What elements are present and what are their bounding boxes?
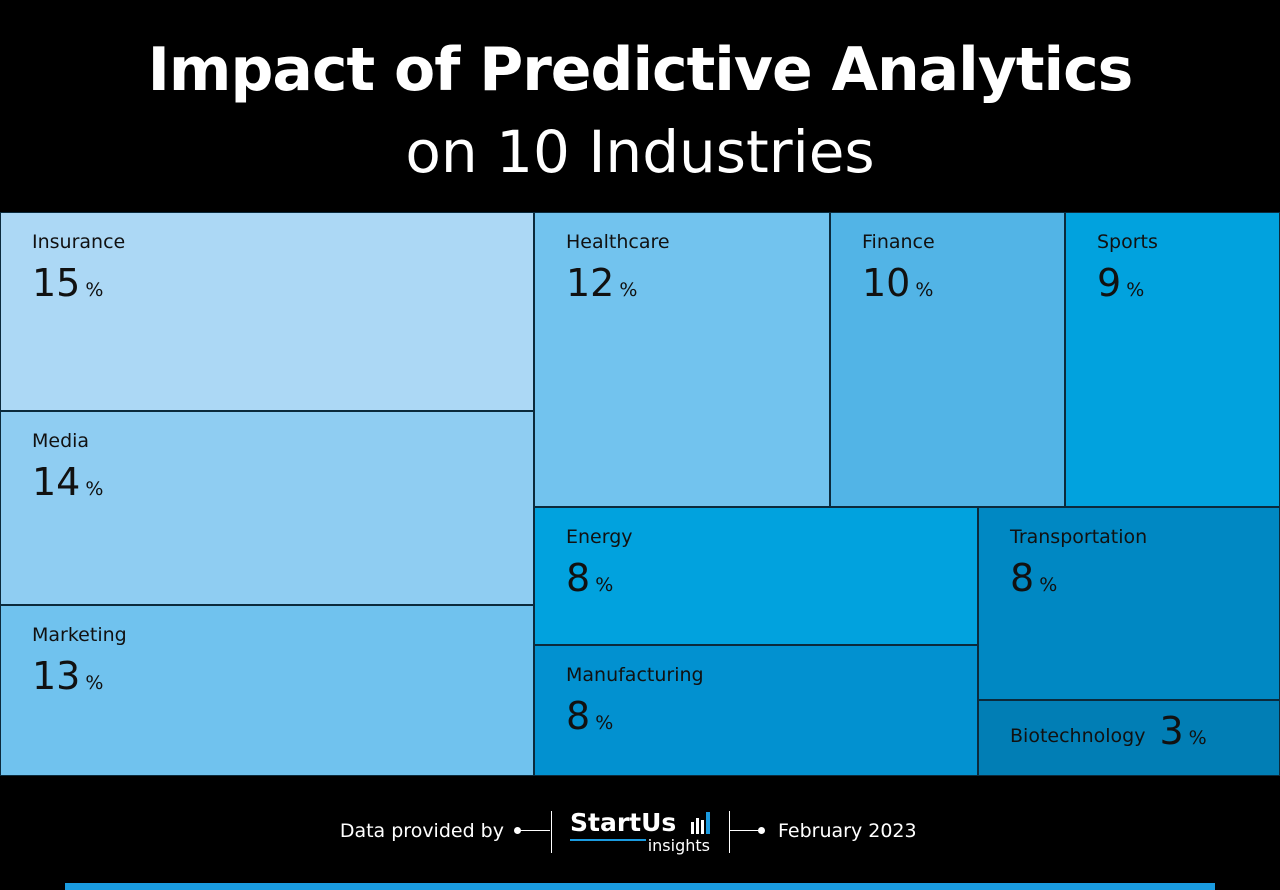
- value-unit: %: [595, 712, 614, 734]
- logo-underline: [570, 839, 646, 841]
- value-number: 8: [566, 694, 591, 738]
- value-number: 8: [566, 556, 591, 600]
- value-number: 9: [1097, 261, 1122, 305]
- connector-dot-right: [758, 827, 765, 834]
- value-number: 3: [1159, 709, 1184, 753]
- tile-label-biotechnology: Biotechnology: [1010, 725, 1146, 747]
- logo-name: StartUs: [570, 808, 677, 837]
- divider-right: [729, 811, 730, 853]
- chart-title-line1: Impact of Predictive Analytics: [147, 35, 1134, 105]
- value-number: 15: [32, 261, 81, 305]
- value-unit: %: [1126, 279, 1145, 301]
- tile-label-marketing: Marketing: [32, 624, 127, 646]
- value-number: 8: [1010, 556, 1035, 600]
- tile-label-transportation: Transportation: [1010, 526, 1148, 548]
- tile-manufacturing: Manufacturing 8%: [534, 645, 978, 776]
- tile-marketing: Marketing 13%: [0, 605, 534, 776]
- footer: Data provided by StartUs insights Februa…: [0, 800, 1280, 870]
- tile-transportation: Transportation 8%: [978, 507, 1280, 700]
- chart-title-line2: on 10 Industries: [405, 118, 875, 186]
- tile-sports: Sports 9%: [1065, 212, 1280, 507]
- tile-insurance: Insurance 15%: [0, 212, 534, 411]
- value-unit: %: [85, 279, 104, 301]
- value-unit: %: [1188, 727, 1207, 749]
- accent-bar: [65, 883, 1215, 890]
- value-number: 13: [32, 654, 81, 698]
- value-unit: %: [619, 279, 638, 301]
- tile-value-transportation: 8%: [1010, 556, 1057, 600]
- value-number: 10: [862, 261, 911, 305]
- connector-dot-left: [514, 827, 521, 834]
- tile-energy: Energy 8%: [534, 507, 978, 645]
- connector-line-left: [518, 830, 550, 831]
- tile-label-sports: Sports: [1097, 231, 1158, 253]
- tile-label-energy: Energy: [566, 526, 633, 548]
- value-unit: %: [85, 672, 104, 694]
- chart-title: Impact of Predictive Analytics on 10 Ind…: [0, 0, 1280, 212]
- divider-left: [551, 811, 552, 853]
- value-number: 14: [32, 460, 81, 504]
- tile-label-manufacturing: Manufacturing: [566, 664, 704, 686]
- tile-value-finance: 10%: [862, 261, 933, 305]
- value-unit: %: [595, 574, 614, 596]
- value-number: 12: [566, 261, 615, 305]
- tile-media: Media 14%: [0, 411, 534, 605]
- data-provided-by-label: Data provided by: [339, 820, 504, 842]
- tile-value-media: 14%: [32, 460, 103, 504]
- tile-label-insurance: Insurance: [32, 231, 126, 253]
- tile-finance: Finance 10%: [830, 212, 1065, 507]
- value-unit: %: [915, 279, 934, 301]
- value-unit: %: [1039, 574, 1058, 596]
- logo-sub: insights: [647, 836, 710, 855]
- tile-value-insurance: 15%: [32, 261, 103, 305]
- tile-value-biotechnology: 3%: [1159, 709, 1206, 753]
- startus-insights-logo: StartUs insights: [570, 808, 720, 856]
- tile-healthcare: Healthcare 12%: [534, 212, 830, 507]
- tile-value-sports: 9%: [1097, 261, 1144, 305]
- date-label: February 2023: [778, 820, 917, 842]
- connector-line-right: [730, 830, 760, 831]
- tile-label-media: Media: [32, 430, 90, 452]
- tile-biotechnology: Biotechnology 3%: [978, 700, 1280, 776]
- bar-chart-icon: [691, 812, 710, 834]
- tile-label-finance: Finance: [862, 231, 935, 253]
- tile-value-healthcare: 12%: [566, 261, 637, 305]
- tile-value-manufacturing: 8%: [566, 694, 613, 738]
- tile-label-healthcare: Healthcare: [566, 231, 670, 253]
- tile-value-marketing: 13%: [32, 654, 103, 698]
- value-unit: %: [85, 478, 104, 500]
- tile-value-energy: 8%: [566, 556, 613, 600]
